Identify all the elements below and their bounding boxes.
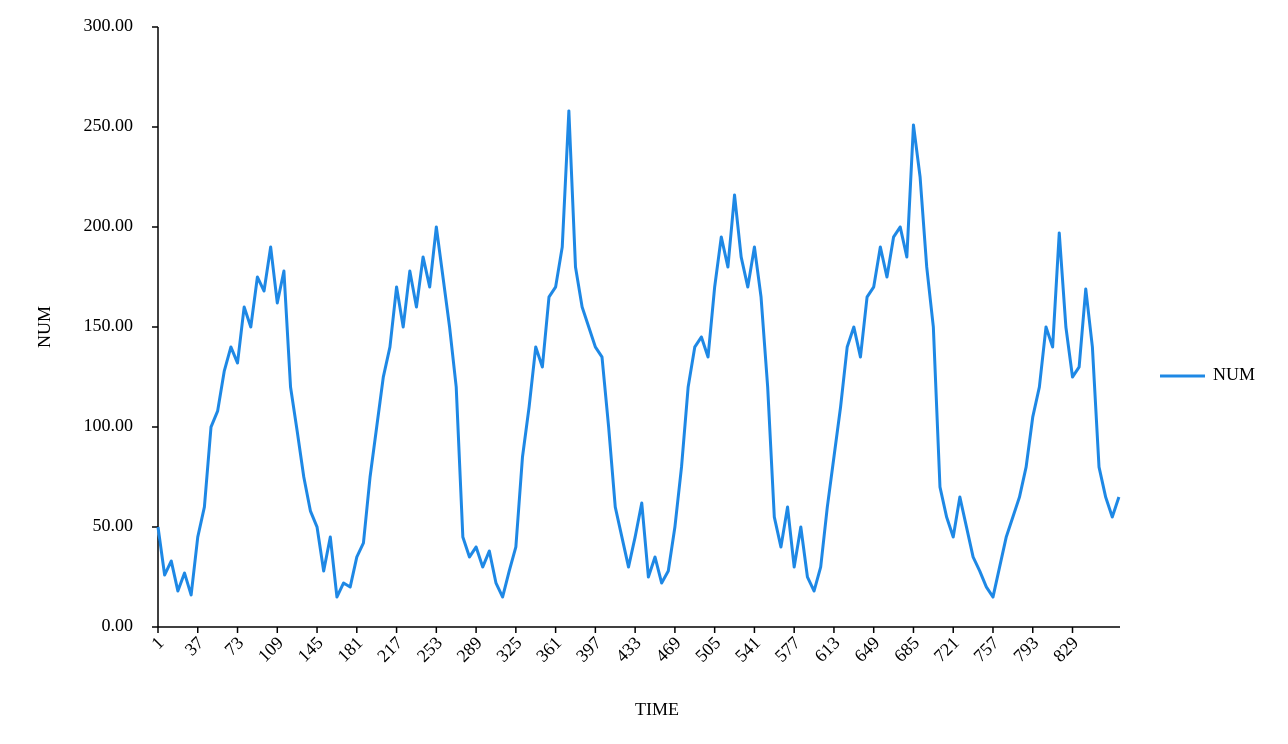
x-tick-label: 289 — [453, 633, 486, 666]
x-tick-label: 757 — [969, 633, 1002, 666]
x-tick-label: 325 — [492, 633, 525, 666]
x-tick-label: 685 — [890, 633, 923, 666]
y-tick-label: 200.00 — [84, 215, 134, 235]
y-tick-label: 300.00 — [84, 15, 134, 35]
y-tick-label: 0.00 — [102, 615, 134, 635]
x-tick-label: 505 — [691, 633, 724, 666]
x-tick-label: 649 — [850, 633, 883, 666]
y-tick-label: 100.00 — [84, 415, 134, 435]
x-tick-label: 397 — [572, 633, 605, 666]
data-line — [156, 109, 1121, 599]
x-tick-label: 793 — [1009, 633, 1042, 666]
x-tick-label: 721 — [930, 633, 963, 666]
x-tick-label: 829 — [1049, 633, 1082, 666]
x-tick-label: 1 — [147, 633, 168, 654]
y-tick-label: 50.00 — [93, 515, 134, 535]
x-tick-label: 37 — [181, 633, 208, 660]
x-tick-label: 73 — [220, 633, 247, 660]
x-tick-label: 577 — [771, 633, 804, 666]
y-axis-title: NUM — [34, 306, 54, 348]
x-tick-label: 613 — [810, 633, 843, 666]
y-tick-label: 250.00 — [84, 115, 134, 135]
x-tick-label: 217 — [373, 633, 406, 666]
x-tick-label: 145 — [294, 633, 327, 666]
x-tick-label: 109 — [254, 633, 287, 666]
legend-label: NUM — [1213, 364, 1255, 384]
x-tick-label: 181 — [333, 633, 366, 666]
x-tick-label: 541 — [731, 633, 764, 666]
x-tick-label: 433 — [612, 633, 645, 666]
y-tick-label: 150.00 — [84, 315, 134, 335]
x-tick-label: 469 — [651, 633, 684, 666]
x-tick-label: 253 — [413, 633, 446, 666]
x-tick-label: 361 — [532, 633, 565, 666]
x-axis-title: TIME — [635, 699, 679, 719]
